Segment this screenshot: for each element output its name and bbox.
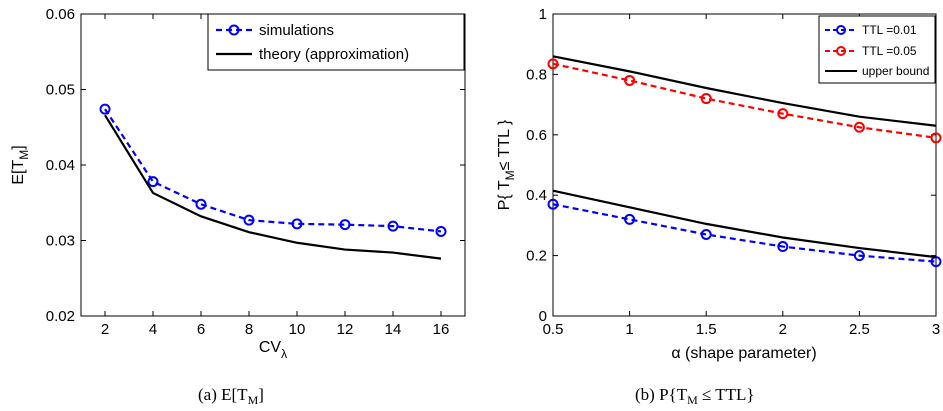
- chart-a-series-0-point: [291, 218, 303, 230]
- chart-b-caption: (b) P{TM ≤ TTL}: [635, 385, 755, 407]
- chart-b-ytick-label: 0: [539, 308, 547, 325]
- chart-b-series-1-point: [777, 108, 789, 120]
- chart-b-legend-label-ttl001: TTL =0.01: [862, 23, 917, 37]
- chart-b-ytick-label: 1: [539, 6, 547, 23]
- chart-b-series-1-point: [853, 121, 865, 133]
- chart-b-xtick-label: 0.5: [543, 321, 564, 338]
- chart-a-xtick-label: 4: [149, 321, 157, 338]
- chart-a-legend-label-simulations: simulations: [259, 22, 334, 39]
- chart-b-ytick-label: 0.2: [526, 248, 547, 265]
- chart-a-series-line-0: [104, 108, 442, 233]
- chart-b-series-1-point: [700, 93, 712, 105]
- chart-a-xtick-label: 12: [337, 321, 354, 338]
- chart-b-series-0-point: [853, 250, 865, 262]
- chart-b-xlabel: α (shape parameter): [671, 345, 816, 362]
- chart-a-legend-marker-simulations: [228, 24, 240, 36]
- chart-b-series-line-1: [552, 62, 937, 139]
- chart-b-legend-marker-ttl001: [836, 25, 846, 35]
- chart-b-xtick-label: 3: [932, 321, 940, 338]
- chart-b-legend-marker-ttl005: [836, 46, 846, 56]
- chart-b-legend-label-upper-bound: upper bound: [862, 64, 929, 78]
- chart-b-series-0-point: [930, 256, 942, 268]
- chart-a-xtick-label: 14: [385, 321, 402, 338]
- chart-a-xlabel: CVλ: [259, 339, 287, 361]
- chart-b-series-1-point: [624, 74, 636, 86]
- chart-a-series-0-point: [195, 198, 207, 210]
- chart-a-series-0-point: [435, 225, 447, 237]
- chart-b-ytick-label: 0.6: [526, 127, 547, 144]
- chart-b-series-1-point: [930, 132, 942, 144]
- chart-a-series-0-point: [243, 214, 255, 226]
- chart-a-legend: simulations theory (approximation): [207, 13, 465, 71]
- chart-b-series-0-point: [547, 198, 559, 210]
- chart-b-xtick-label: 1: [625, 321, 633, 338]
- chart-a-caption: (a) E[TM]: [198, 385, 264, 407]
- chart-a-ytick-label: 0.05: [46, 82, 75, 99]
- chart-a-series-0-point: [99, 103, 111, 115]
- chart-b-series: [547, 55, 942, 268]
- chart-a-series: [99, 103, 447, 260]
- chart-b-series-0-point: [700, 228, 712, 240]
- chart-b-xtick-label: 2: [779, 321, 787, 338]
- chart-b-legend-label-ttl005: TTL =0.05: [862, 44, 917, 58]
- chart-a-series-line-1: [104, 114, 442, 260]
- chart-b-series-0-point: [777, 241, 789, 253]
- chart-b-ticks: 0.5 1 1.5 2 2.5 3 0 0.2 0.4 0.6 0.8 1: [526, 6, 940, 338]
- chart-b-ytick-label: 0.4: [526, 187, 547, 204]
- chart-a-ytick-label: 0.03: [46, 233, 75, 250]
- chart-b: 0.5 1 1.5 2 2.5 300.20.40.60.81 P{ TM≤ TTL } …: [496, 6, 942, 407]
- chart-b-series-1-point: [547, 58, 559, 70]
- chart-a-series-0-point: [387, 220, 399, 232]
- chart-b-series-0-point: [624, 213, 636, 225]
- chart-a-series-0-point: [147, 176, 159, 188]
- chart-b-series-line-0: [552, 203, 937, 263]
- chart-a-ylabel: E[TM]: [10, 145, 31, 184]
- chart-b-legend: TTL =0.01 TTL =0.05 upper bound: [818, 15, 936, 84]
- chart-a-xtick-label: 16: [433, 321, 450, 338]
- chart-b-ytick-label: 0.8: [526, 66, 547, 83]
- chart-a-legend-box: [207, 13, 465, 71]
- chart-a-ytick-label: 0.04: [46, 157, 75, 174]
- chart-a-ytick-label: 0.06: [46, 6, 75, 23]
- chart-a-legend-label-theory: theory (approximation): [259, 46, 409, 63]
- chart-a-xtick-label: 8: [245, 321, 253, 338]
- chart-a-xtick-label: 6: [197, 321, 205, 338]
- chart-b-series-line-2: [552, 55, 937, 127]
- chart-b-xtick-label: 1.5: [696, 321, 717, 338]
- chart-a: 2 4 6 8 10 12 14 16 0.02 0.03 0.04 0.05 0.06 E[TM] C…: [10, 6, 466, 407]
- chart-b-ylabel: P{ TM≤ TTL }: [496, 119, 517, 210]
- chart-b-xtick-label: 2.5: [849, 321, 870, 338]
- chart-a-xtick-label: 2: [101, 321, 109, 338]
- chart-b-series-line-3: [552, 189, 937, 259]
- chart-a-ytick-label: 0.02: [46, 308, 75, 325]
- chart-a-xtick-label: 10: [289, 321, 306, 338]
- chart-a-series-0-point: [339, 219, 351, 231]
